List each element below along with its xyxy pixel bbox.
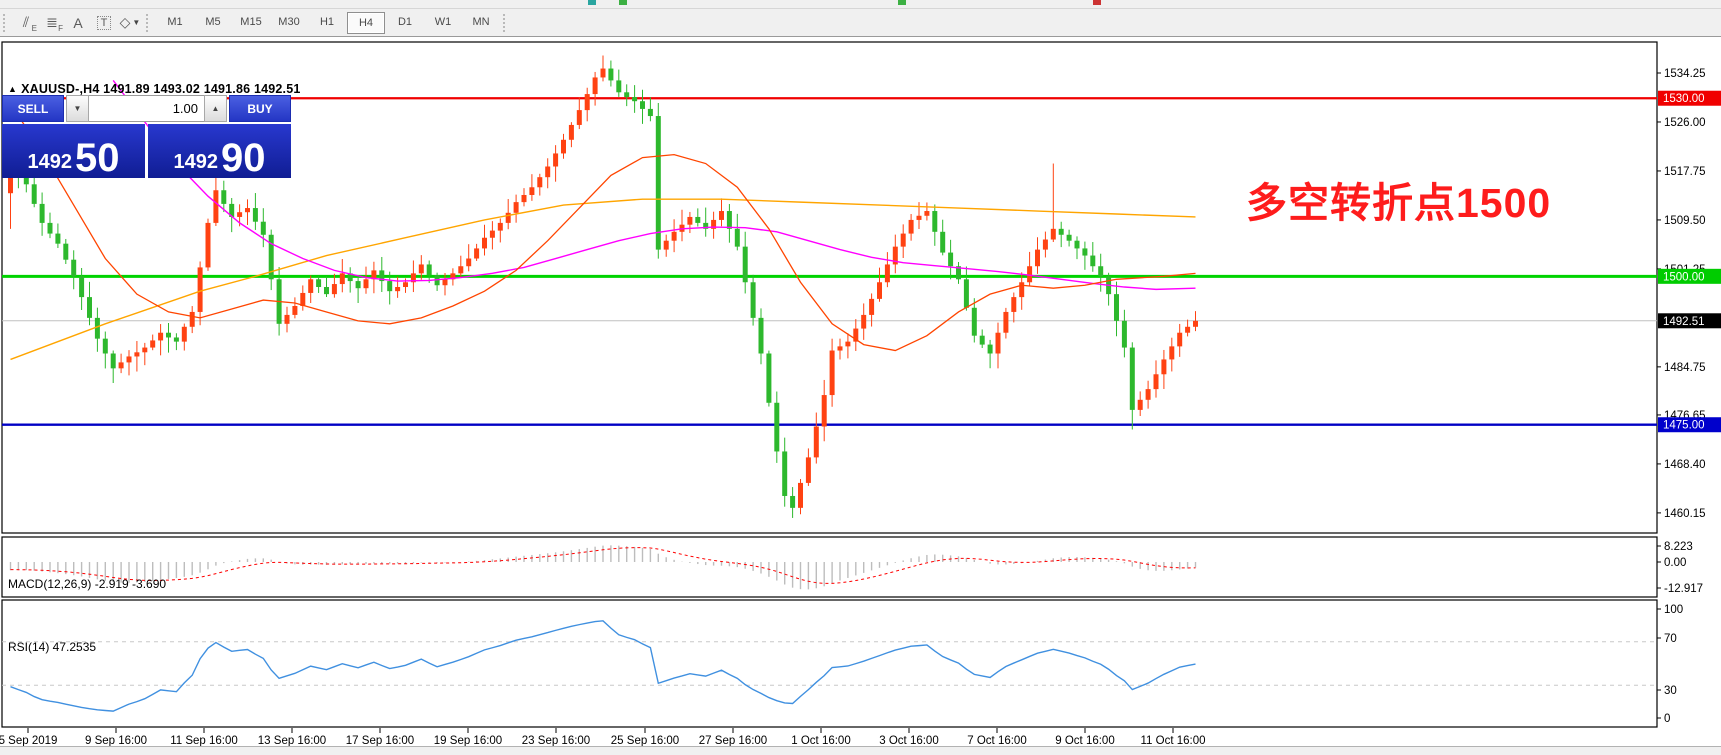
fibonacci-icon[interactable]: ≣ F bbox=[46, 14, 63, 33]
timeframe-m5[interactable]: M5 bbox=[205, 15, 221, 28]
timeframe-m1[interactable]: M1 bbox=[167, 15, 183, 28]
timeframe-w1[interactable]: W1 bbox=[434, 15, 452, 28]
price-badge-label: 1475.00 bbox=[1663, 420, 1705, 432]
timeframe-mn[interactable]: MN bbox=[472, 15, 490, 28]
sell-price-pips: 50 bbox=[75, 136, 120, 180]
time-axis-label: 9 Oct 16:00 bbox=[1055, 735, 1114, 747]
price-axis-label: 1509.50 bbox=[1664, 215, 1706, 227]
macd-axis-label: -12.917 bbox=[1664, 583, 1703, 595]
ma-slow-orange[interactable] bbox=[10, 198, 1196, 361]
macd-histogram bbox=[9, 545, 1197, 590]
time-axis-label: 7 Oct 16:00 bbox=[967, 735, 1026, 747]
sell-button[interactable]: SELL bbox=[2, 95, 64, 122]
cropped-toolbar-icon bbox=[1093, 0, 1101, 5]
timeframe-d1[interactable]: D1 bbox=[397, 15, 413, 28]
price-axis-label: 1534.25 bbox=[1664, 68, 1706, 80]
rsi-line bbox=[10, 620, 1196, 712]
text-label-icon[interactable]: A bbox=[73, 14, 83, 31]
sell-price-main: 1492 bbox=[27, 151, 73, 173]
one-click-trading-panel: SELL ▼ 1.00 ▲ BUY 1492 50 1492 90 bbox=[2, 95, 291, 178]
time-axis-label: 11 Sep 16:00 bbox=[170, 735, 238, 747]
rsi-axis-label: 0 bbox=[1664, 713, 1670, 725]
sell-price-display[interactable]: 1492 50 bbox=[2, 124, 145, 178]
buy-price-display[interactable]: 1492 90 bbox=[148, 124, 291, 178]
rsi-axis-label: 100 bbox=[1664, 604, 1683, 616]
price-axis-label: 1460.15 bbox=[1664, 508, 1706, 520]
buy-price-pips: 90 bbox=[221, 136, 266, 180]
macd-signal-line bbox=[10, 547, 1196, 584]
price-axis-label: 1517.75 bbox=[1664, 166, 1706, 178]
price-badge bbox=[1658, 268, 1721, 284]
price-badge-label: 1500.00 bbox=[1663, 271, 1705, 283]
drawing-tools-group: ⫽ E ≣ F A T ◇ ▼ bbox=[13, 12, 143, 34]
ma-fast-red[interactable] bbox=[9, 103, 1196, 352]
time-axis-label: 1 Oct 16:00 bbox=[791, 735, 850, 747]
time-axis-label: 23 Sep 16:00 bbox=[522, 735, 590, 747]
macd-axis-label: 0.00 bbox=[1664, 557, 1686, 569]
ma-mid-magenta[interactable] bbox=[112, 79, 1196, 291]
time-axis-label: 11 Oct 16:00 bbox=[1141, 735, 1206, 747]
rsi-indicator-label: RSI(14) 47.2535 bbox=[8, 640, 97, 654]
time-axis-label: 13 Sep 16:00 bbox=[258, 735, 326, 747]
price-badge bbox=[1658, 313, 1721, 329]
draw-channels-icon[interactable]: ⫽ E bbox=[22, 14, 37, 33]
time-axis-label: 5 Sep 2019 bbox=[0, 735, 57, 747]
cropped-toolbar-icon bbox=[898, 0, 906, 5]
timeframes-group: M1 M5 M15 M30 H1 H4 D1 W1 MN bbox=[156, 11, 500, 34]
chart-window[interactable]: 1534.251526.001517.751509.501501.251484.… bbox=[0, 37, 1721, 754]
volume-increase-button[interactable]: ▲ bbox=[204, 95, 227, 122]
price-axis-label: 1526.00 bbox=[1664, 117, 1706, 129]
toolbar-grip[interactable] bbox=[503, 13, 510, 32]
candlestick-series bbox=[8, 55, 1198, 518]
price-axis-label: 1468.40 bbox=[1664, 459, 1706, 471]
chart-text-annotation[interactable]: 多空转折点1500 bbox=[1246, 180, 1552, 226]
time-axis-label: 9 Sep 16:00 bbox=[85, 735, 147, 747]
shapes-icon[interactable]: ◇ ▼ bbox=[119, 14, 141, 30]
chart-ohlc-header: ▲ XAUUSD-,H4 1491.89 1493.02 1491.86 1492… bbox=[8, 82, 301, 96]
volume-spinner: ▼ 1.00 ▲ bbox=[66, 95, 227, 122]
time-axis-label: 3 Oct 16:00 bbox=[879, 735, 938, 747]
window-bottom-edge bbox=[0, 746, 1721, 755]
price-badge bbox=[1658, 90, 1721, 106]
volume-input[interactable]: 1.00 bbox=[89, 95, 204, 122]
time-axis-label: 19 Sep 16:00 bbox=[434, 735, 502, 747]
rsi-axis-label: 30 bbox=[1664, 685, 1677, 697]
cropped-toolbar-icon bbox=[588, 0, 596, 5]
timeframe-m30[interactable]: M30 bbox=[278, 15, 300, 28]
time-axis-label: 17 Sep 16:00 bbox=[346, 735, 414, 747]
cropped-toolbar-icon bbox=[619, 0, 627, 5]
toolbar-grip[interactable] bbox=[146, 13, 153, 32]
time-axis-label: 27 Sep 16:00 bbox=[699, 735, 767, 747]
rsi-axis-label: 70 bbox=[1664, 633, 1677, 645]
macd-axis-label: 8.223 bbox=[1664, 541, 1693, 553]
price-chart-canvas[interactable]: 1534.251526.001517.751509.501501.251484.… bbox=[0, 37, 1721, 754]
price-badge-label: 1492.51 bbox=[1663, 316, 1705, 328]
chart-toolbar: ⫽ E ≣ F A T ◇ ▼ M1 M5 M15 M30 H1 H4 D1 W1 MN bbox=[0, 9, 1721, 37]
price-axis-label: 1484.75 bbox=[1664, 362, 1706, 374]
time-axis-label: 25 Sep 16:00 bbox=[611, 735, 679, 747]
timeframe-m15[interactable]: M15 bbox=[240, 15, 262, 28]
timeframe-h4[interactable]: H4 bbox=[347, 11, 385, 34]
buy-price-main: 1492 bbox=[173, 151, 219, 173]
cropped-upper-toolbar bbox=[0, 0, 1721, 9]
timeframe-h1[interactable]: H1 bbox=[319, 15, 335, 28]
text-icon[interactable]: T bbox=[91, 12, 117, 34]
volume-decrease-button[interactable]: ▼ bbox=[66, 95, 89, 122]
collapse-triangle-icon[interactable]: ▲ bbox=[8, 84, 18, 94]
macd-indicator-label: MACD(12,26,9) -2.919 -3.690 bbox=[8, 577, 167, 591]
buy-button[interactable]: BUY bbox=[229, 95, 291, 122]
price-badge-label: 1530.00 bbox=[1663, 93, 1705, 105]
price-badge bbox=[1658, 417, 1721, 433]
toolbar-grip[interactable] bbox=[3, 13, 10, 32]
